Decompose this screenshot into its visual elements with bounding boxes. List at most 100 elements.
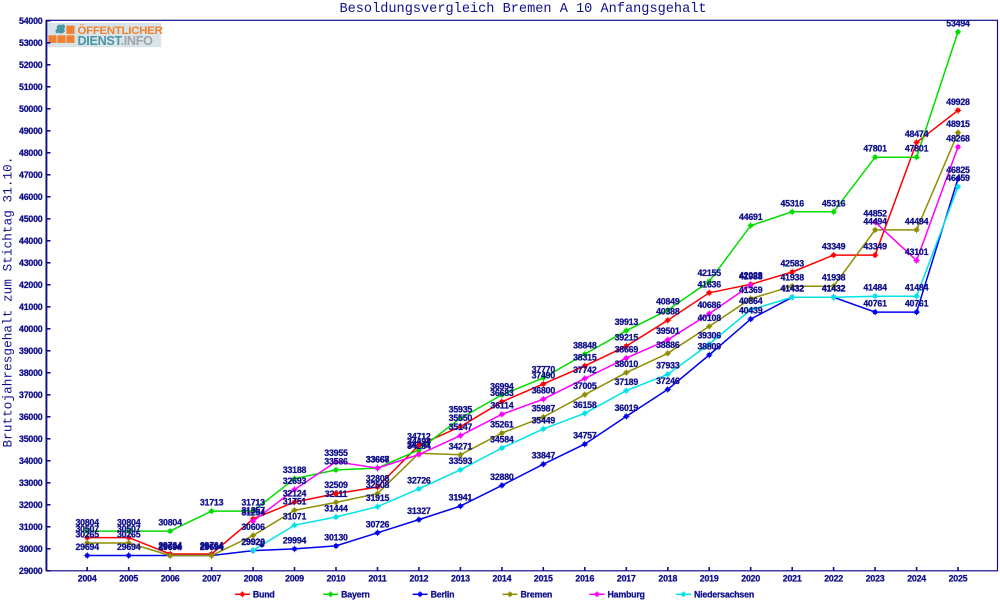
svg-text:48915: 48915 [946,119,970,129]
svg-text:44494: 44494 [863,216,887,226]
svg-text:2020: 2020 [741,574,760,584]
svg-text:33000: 33000 [19,478,43,488]
svg-text:38848: 38848 [573,341,597,351]
svg-text:34757: 34757 [573,431,597,441]
svg-text:32693: 32693 [283,476,307,486]
svg-text:29764: 29764 [158,540,182,550]
svg-text:31915: 31915 [366,493,390,503]
svg-text:36019: 36019 [615,403,639,413]
svg-text:41484: 41484 [863,283,887,293]
svg-text:2006: 2006 [161,574,180,584]
svg-text:41988: 41988 [739,272,763,282]
svg-text:29994: 29994 [283,535,307,545]
svg-text:39501: 39501 [656,326,680,336]
svg-text:54000: 54000 [19,16,43,26]
svg-text:38886: 38886 [656,340,680,350]
svg-text:42583: 42583 [780,258,804,268]
svg-text:49000: 49000 [19,126,43,136]
svg-text:36158: 36158 [573,400,597,410]
svg-text:2021: 2021 [783,574,802,584]
svg-text:33586: 33586 [324,456,348,466]
svg-text:30000: 30000 [19,544,43,554]
svg-text:2015: 2015 [534,574,553,584]
svg-text:2016: 2016 [575,574,594,584]
svg-text:47000: 47000 [19,170,43,180]
svg-text:42155: 42155 [697,268,721,278]
svg-text:31713: 31713 [200,498,224,508]
svg-text:29764: 29764 [200,540,224,550]
svg-text:43000: 43000 [19,258,43,268]
svg-text:Bayern: Bayern [341,590,370,600]
svg-text:31000: 31000 [19,522,43,532]
svg-text:48474: 48474 [905,129,929,139]
svg-text:32000: 32000 [19,500,43,510]
svg-text:42000: 42000 [19,280,43,290]
svg-text:41938: 41938 [822,273,846,283]
svg-text:35147: 35147 [449,422,473,432]
svg-text:31444: 31444 [324,504,348,514]
svg-text:53494: 53494 [946,18,970,28]
svg-text:38315: 38315 [573,352,597,362]
svg-text:Besoldungsvergleich Bremen A 1: Besoldungsvergleich Bremen A 10 Anfangsg… [339,2,706,17]
svg-text:30804: 30804 [117,518,141,528]
svg-text:2008: 2008 [244,574,263,584]
svg-text:31751: 31751 [283,497,307,507]
svg-text:2025: 2025 [949,574,968,584]
svg-text:41484: 41484 [905,283,929,293]
svg-text:30265: 30265 [75,529,99,539]
svg-text:35550: 35550 [449,413,473,423]
svg-text:41938: 41938 [780,273,804,283]
svg-text:30130: 30130 [324,532,348,542]
svg-text:38000: 38000 [19,368,43,378]
svg-text:31941: 31941 [449,493,473,503]
svg-text:30804: 30804 [75,518,99,528]
svg-text:37189: 37189 [615,377,639,387]
svg-text:33593: 33593 [449,456,473,466]
svg-text:44852: 44852 [863,209,887,219]
svg-text:37000: 37000 [19,390,43,400]
svg-text:32808: 32808 [366,474,390,484]
svg-text:40439: 40439 [739,306,763,316]
svg-text:43349: 43349 [863,242,887,252]
svg-text:40000: 40000 [19,324,43,334]
svg-text:30265: 30265 [117,529,141,539]
svg-text:29000: 29000 [19,566,43,576]
svg-text:43101: 43101 [905,247,929,257]
svg-text:42023: 42023 [739,271,763,281]
svg-text:48268: 48268 [946,133,970,143]
svg-text:41432: 41432 [822,284,846,294]
svg-text:32726: 32726 [407,475,431,485]
svg-text:31357: 31357 [241,505,265,515]
svg-text:2024: 2024 [907,574,926,584]
svg-text:41369: 41369 [739,285,763,295]
svg-text:DIENST.INFO: DIENST.INFO [78,34,154,48]
svg-text:47801: 47801 [863,144,887,154]
svg-text:45316: 45316 [780,198,804,208]
svg-text:40761: 40761 [905,299,929,309]
svg-text:34584: 34584 [490,434,514,444]
svg-text:36683: 36683 [490,388,514,398]
svg-text:30507: 30507 [117,524,141,534]
svg-text:33667: 33667 [366,455,390,465]
svg-text:40761: 40761 [863,299,887,309]
svg-text:38669: 38669 [615,345,639,355]
svg-text:40864: 40864 [739,296,763,306]
svg-text:29694: 29694 [75,542,99,552]
svg-text:29926: 29926 [241,537,265,547]
svg-text:33955: 33955 [324,448,348,458]
svg-text:34712: 34712 [407,432,431,442]
svg-text:2022: 2022 [824,574,843,584]
svg-text:32509: 32509 [324,480,348,490]
svg-text:40849: 40849 [656,297,680,307]
svg-text:38010: 38010 [615,359,639,369]
svg-text:Berlin: Berlin [431,590,455,600]
svg-text:33847: 33847 [532,451,556,461]
svg-text:29694: 29694 [200,542,224,552]
svg-text:41432: 41432 [780,284,804,294]
svg-text:29694: 29694 [117,542,141,552]
svg-text:32880: 32880 [490,472,514,482]
svg-text:Hamburg: Hamburg [608,590,645,600]
svg-text:29694: 29694 [158,542,182,552]
svg-text:31713: 31713 [241,498,265,508]
svg-text:36000: 36000 [19,412,43,422]
